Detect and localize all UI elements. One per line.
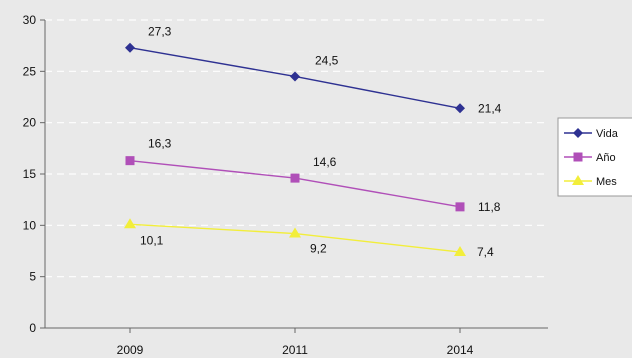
data-label: 7,4 [477,245,494,259]
data-label: 14,6 [313,155,337,169]
x-tick-label: 2014 [447,343,474,357]
data-point-marker [124,218,136,229]
y-tick-label: 0 [29,321,36,335]
data-label: 16,3 [148,137,172,151]
data-label: 27,3 [148,25,172,39]
legend-label: Mes [596,176,617,188]
data-point-marker [455,202,465,212]
y-tick-label: 30 [23,13,37,27]
data-point-marker [455,103,465,114]
data-label: 9,2 [310,242,327,256]
data-point-marker [290,173,300,183]
y-tick-label: 25 [23,64,37,78]
legend-swatch-marker [573,128,583,138]
data-point-marker [454,246,466,257]
data-label: 10,1 [140,233,164,247]
data-label: 24,5 [315,53,339,67]
y-tick-label: 5 [29,270,36,284]
data-point-marker [125,42,135,53]
x-tick-label: 2011 [282,343,308,357]
data-label: 11,8 [478,200,501,214]
legend-swatch-marker [573,152,583,162]
y-tick-label: 10 [23,218,37,232]
y-tick-label: 15 [23,167,37,181]
data-point-marker [289,227,301,238]
data-point-marker [290,71,300,82]
legend-swatch-marker [572,175,584,185]
legend-label: Año [596,152,616,164]
data-point-marker [125,156,135,166]
legend-label: Vida [596,128,619,140]
y-tick-label: 20 [23,116,37,130]
data-label: 21,4 [478,101,502,115]
x-tick-label: 2009 [117,343,144,357]
